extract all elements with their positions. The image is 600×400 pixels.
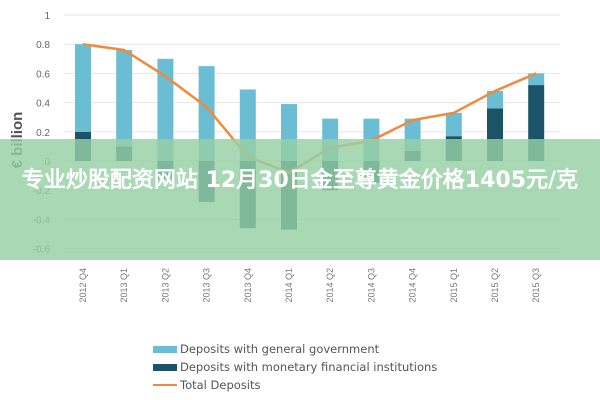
svg-text:0.6: 0.6 — [36, 69, 50, 80]
svg-text:2014 Q4: 2014 Q4 — [408, 268, 418, 303]
legend-item-general-government: Deposits with general government — [153, 340, 437, 358]
legend-swatch — [153, 363, 177, 371]
svg-text:2013 Q2: 2013 Q2 — [160, 268, 170, 303]
legend-label: Deposits with monetary financial institu… — [180, 360, 438, 374]
svg-text:2013 Q3: 2013 Q3 — [202, 268, 212, 303]
watermark-banner — [0, 139, 600, 260]
svg-text:2013 Q1: 2013 Q1 — [119, 268, 129, 303]
x-axis-ticks: 2012 Q4 2013 Q1 2013 Q2 2013 Q3 2013 Q4 2014 … — [78, 268, 541, 303]
svg-text:0.4: 0.4 — [36, 99, 50, 110]
svg-text:0.2: 0.2 — [36, 128, 50, 139]
legend-swatch — [153, 345, 177, 353]
watermark-text: 专业炒股配资网站 12月30日金至尊黄金价格1405元/克 — [21, 168, 579, 193]
svg-text:2015 Q3: 2015 Q3 — [531, 268, 541, 303]
svg-text:2012 Q4: 2012 Q4 — [78, 268, 88, 303]
svg-text:1: 1 — [44, 11, 50, 22]
legend: Deposits with general government Deposit… — [153, 340, 437, 394]
legend-swatch — [153, 384, 177, 386]
svg-text:2015 Q2: 2015 Q2 — [490, 268, 500, 303]
legend-item-mfi: Deposits with monetary financial institu… — [153, 358, 437, 376]
svg-text:2015 Q1: 2015 Q1 — [449, 268, 459, 303]
svg-text:2014 Q1: 2014 Q1 — [284, 268, 294, 303]
legend-label: Deposits with general government — [180, 342, 380, 356]
svg-text:2013 Q4: 2013 Q4 — [243, 268, 253, 303]
svg-text:2014 Q2: 2014 Q2 — [325, 268, 335, 303]
legend-item-total: Total Deposits — [153, 376, 437, 394]
svg-text:0.8: 0.8 — [36, 40, 50, 51]
svg-text:2014 Q3: 2014 Q3 — [366, 268, 376, 303]
legend-label: Total Deposits — [180, 378, 261, 392]
